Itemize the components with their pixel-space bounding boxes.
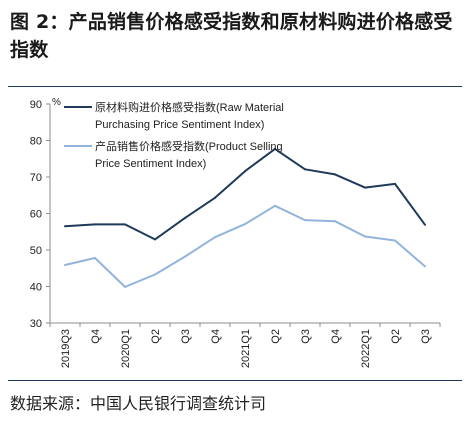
data-point (394, 239, 396, 242)
data-point (274, 204, 276, 207)
legend-label-1-line1: 产品销售价格感受指数(Product Selling (95, 139, 283, 153)
data-point (64, 225, 66, 228)
x-tick-label: 2022Q1 (360, 329, 372, 368)
y-tick-label: 40 (30, 282, 42, 294)
x-tick-label: Q3 (420, 329, 432, 344)
y-tick-label: 60 (30, 209, 42, 221)
data-point (154, 273, 156, 276)
legend-label-1-line2: Price Sentiment Index) (95, 158, 206, 170)
x-tick-label: Q2 (150, 329, 162, 344)
legend-label-0-line1: 原材料购进价格感受指数(Raw Material (95, 100, 284, 114)
x-tick-label: Q3 (180, 329, 192, 344)
data-point (394, 182, 396, 185)
data-point (274, 147, 276, 150)
data-point (244, 223, 246, 226)
data-point (244, 170, 246, 173)
x-tick-label: Q4 (90, 329, 102, 344)
series-line-1 (64, 204, 426, 288)
data-point (64, 264, 66, 266)
data-point (184, 216, 186, 219)
y-tick-label: 90 (30, 99, 42, 111)
source-note: 数据来源：中国人民银行调查统计司 (10, 394, 267, 413)
data-point (94, 257, 96, 259)
x-tick-label: Q2 (270, 329, 282, 344)
x-tick-label: Q2 (390, 329, 402, 344)
data-point (334, 173, 336, 176)
y-tick-label: 70 (30, 172, 42, 184)
data-point (184, 255, 186, 258)
legend-label-0-line2: Purchasing Price Sentiment Index) (95, 119, 264, 131)
data-point (94, 223, 96, 226)
y-tick-label: 30 (30, 318, 42, 330)
chart-legend: 原材料购进价格感受指数(Raw Material Purchasing Price… (64, 100, 284, 170)
data-point (214, 236, 216, 239)
x-tick-label: 2020Q1 (120, 329, 132, 368)
source-rule (8, 380, 462, 381)
y-tick-label: 80 (30, 136, 42, 148)
data-point (364, 235, 366, 238)
chart-axes: 90 80 70 60 50 40 30% 2019Q3 Q4 2020Q1 Q2 Q3 Q4 2021Q… (30, 97, 441, 368)
data-point (124, 223, 126, 226)
data-point (304, 219, 306, 222)
x-tick-label: Q3 (300, 329, 312, 344)
title-rule (8, 86, 462, 87)
data-point (334, 220, 336, 223)
figure-title: 图 2：产品销售价格感受指数和原材料购进价格感受指数 (10, 11, 453, 61)
data-point (154, 238, 156, 241)
x-tick-label: Q4 (210, 329, 222, 344)
data-point (364, 186, 366, 189)
y-unit-label: % (52, 97, 61, 108)
figure-title-block: 图 2：产品销售价格感受指数和原材料购进价格感受指数 (10, 8, 462, 64)
data-point (214, 196, 216, 199)
data-point (424, 223, 426, 226)
data-point (304, 168, 306, 171)
data-point (424, 265, 426, 268)
x-tick-label: 2021Q1 (240, 329, 252, 368)
data-point (124, 285, 126, 288)
x-tick-label: Q4 (330, 329, 342, 344)
y-tick-label: 50 (30, 245, 42, 257)
x-tick-label: 2019Q3 (60, 329, 72, 368)
chart-series (64, 147, 426, 288)
